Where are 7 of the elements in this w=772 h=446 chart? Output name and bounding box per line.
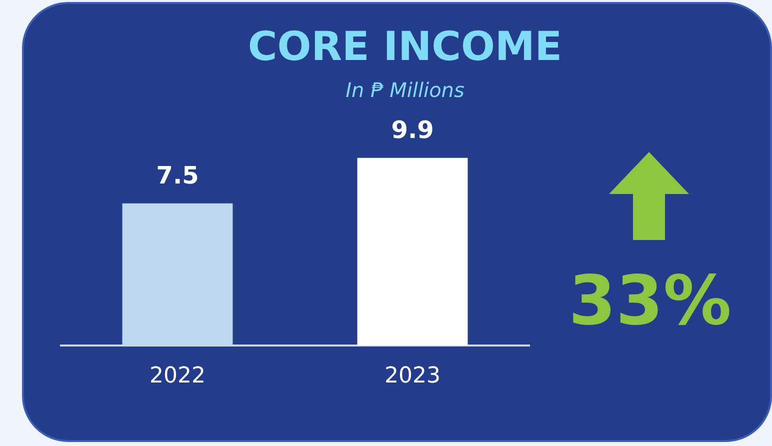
x-tick-label: 2023 <box>384 364 440 389</box>
data-label: 9.9 <box>391 116 434 144</box>
data-label: 7.5 <box>156 162 199 190</box>
chart-subtitle: In ₱ Millions <box>344 78 466 102</box>
x-tick-label: 2022 <box>150 364 206 389</box>
text: 33% <box>568 262 732 341</box>
chart-title: CORE INCOME <box>246 24 564 70</box>
